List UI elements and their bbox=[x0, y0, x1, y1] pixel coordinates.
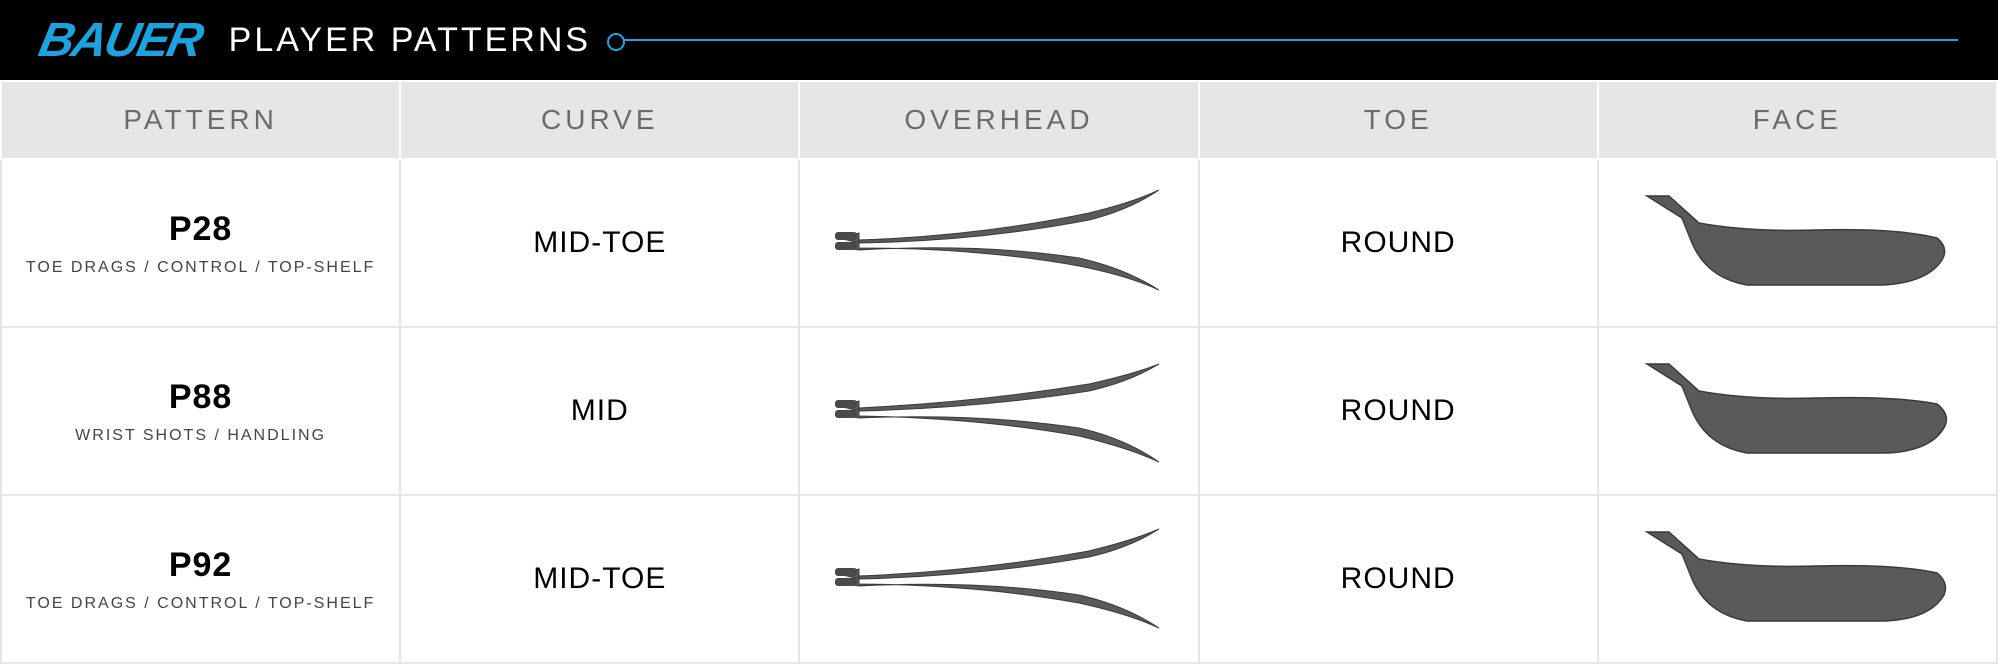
table-row: P92 TOE DRAGS / CONTROL / TOP-SHELF MID-TO… bbox=[1, 495, 1997, 663]
pattern-name: P92 bbox=[12, 546, 389, 585]
table-header-row: PATTERN CURVE OVERHEAD TOE FACE bbox=[1, 81, 1997, 159]
pattern-name: P88 bbox=[12, 378, 389, 417]
col-overhead: OVERHEAD bbox=[799, 81, 1198, 159]
overhead-cell bbox=[799, 159, 1198, 327]
toe-value: ROUND bbox=[1210, 226, 1587, 260]
pattern-name: P28 bbox=[12, 210, 389, 249]
table-row: P88 WRIST SHOTS / HANDLING MID ROUND bbox=[1, 327, 1997, 495]
patterns-table: PATTERN CURVE OVERHEAD TOE FACE P28 TOE D… bbox=[0, 80, 1998, 664]
overhead-icon bbox=[829, 356, 1169, 466]
toe-cell: ROUND bbox=[1199, 327, 1598, 495]
header-bar: BAUER PLAYER PATTERNS bbox=[0, 0, 1998, 80]
curve-cell: MID bbox=[400, 327, 799, 495]
overhead-icon bbox=[829, 188, 1169, 298]
face-cell bbox=[1598, 327, 1997, 495]
brand-logo: BAUER bbox=[34, 13, 206, 68]
face-icon bbox=[1637, 524, 1957, 634]
pattern-description: WRIST SHOTS / HANDLING bbox=[12, 427, 389, 445]
face-cell bbox=[1598, 159, 1997, 327]
header-title: PLAYER PATTERNS bbox=[229, 21, 591, 60]
pattern-cell: P92 TOE DRAGS / CONTROL / TOP-SHELF bbox=[1, 495, 400, 663]
col-curve: CURVE bbox=[400, 81, 799, 159]
pattern-description: TOE DRAGS / CONTROL / TOP-SHELF bbox=[12, 259, 389, 277]
toe-value: ROUND bbox=[1210, 394, 1587, 428]
curve-value: MID bbox=[411, 394, 788, 428]
face-icon bbox=[1637, 356, 1957, 466]
curve-cell: MID-TOE bbox=[400, 159, 799, 327]
curve-cell: MID-TOE bbox=[400, 495, 799, 663]
toe-cell: ROUND bbox=[1199, 495, 1598, 663]
overhead-cell bbox=[799, 327, 1198, 495]
toe-cell: ROUND bbox=[1199, 159, 1598, 327]
curve-value: MID-TOE bbox=[411, 562, 788, 596]
face-icon bbox=[1637, 188, 1957, 298]
face-cell bbox=[1598, 495, 1997, 663]
col-face: FACE bbox=[1598, 81, 1997, 159]
col-toe: TOE bbox=[1199, 81, 1598, 159]
table-row: P28 TOE DRAGS / CONTROL / TOP-SHELF MID-TO… bbox=[1, 159, 1997, 327]
toe-value: ROUND bbox=[1210, 562, 1587, 596]
pattern-cell: P28 TOE DRAGS / CONTROL / TOP-SHELF bbox=[1, 159, 400, 327]
pattern-cell: P88 WRIST SHOTS / HANDLING bbox=[1, 327, 400, 495]
curve-value: MID-TOE bbox=[411, 226, 788, 260]
col-pattern: PATTERN bbox=[1, 81, 400, 159]
header-accent-line bbox=[621, 39, 1958, 41]
pattern-description: TOE DRAGS / CONTROL / TOP-SHELF bbox=[12, 595, 389, 613]
overhead-icon bbox=[829, 524, 1169, 634]
overhead-cell bbox=[799, 495, 1198, 663]
